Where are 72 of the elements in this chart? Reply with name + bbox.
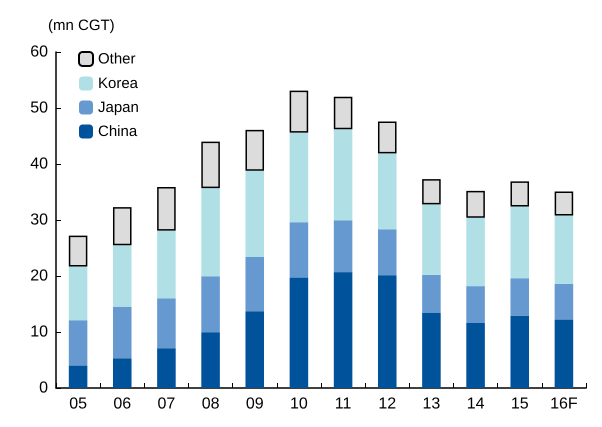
bar: [422, 312, 441, 388]
bar: [422, 179, 441, 204]
bar: [157, 230, 176, 298]
x-tick-label: 14: [466, 396, 485, 412]
bar: [157, 298, 176, 348]
bar: [378, 153, 397, 230]
bar: [510, 278, 530, 316]
legend-label: Japan: [98, 99, 139, 116]
bar: [378, 230, 397, 276]
x-tick-label: 10: [290, 396, 308, 412]
x-tick-label: 08: [202, 396, 220, 412]
legend-label: Korea: [98, 75, 139, 92]
y-tick-label: 50: [30, 100, 48, 116]
bar: [422, 204, 441, 275]
y-axis-title: (mn CGT): [48, 17, 115, 34]
y-tick-label: 40: [30, 156, 48, 172]
bar: [68, 320, 88, 366]
x-tick-label: 12: [378, 396, 396, 412]
x-tick-label: 05: [69, 396, 88, 412]
bar: [554, 320, 574, 388]
bar: [68, 236, 88, 266]
x-tick-label: 09: [246, 396, 264, 412]
x-tick-label: 16F: [550, 396, 578, 412]
bar: [466, 218, 485, 286]
bar: [68, 266, 88, 320]
legend-label: China: [98, 123, 138, 140]
bar: [510, 181, 530, 207]
bar: [112, 306, 132, 358]
bar: [290, 132, 308, 222]
bar: [554, 191, 574, 216]
bar: [334, 220, 352, 272]
bar: [201, 332, 220, 388]
bar: [290, 222, 308, 278]
bar: [378, 121, 397, 154]
y-tick-label: 60: [30, 44, 48, 60]
bar: [245, 256, 264, 312]
bar: [334, 129, 352, 221]
x-tick-label: 15: [510, 396, 529, 412]
bar: [112, 207, 132, 246]
y-tick-label: 30: [30, 212, 48, 228]
bar: [334, 96, 352, 130]
bar: [245, 130, 264, 171]
bar: [201, 142, 220, 188]
bar: [157, 186, 176, 231]
x-tick-label: 07: [158, 396, 176, 412]
bar: [201, 188, 220, 277]
bar: [334, 272, 352, 388]
bar: [378, 275, 397, 388]
x-tick-label: 13: [422, 396, 440, 412]
bar: [201, 276, 220, 333]
bar: [112, 358, 132, 388]
bar: [466, 286, 485, 324]
y-tick-label: 10: [30, 324, 48, 340]
legend-label: Other: [98, 50, 136, 68]
bar: [554, 284, 574, 320]
bar: [290, 90, 308, 133]
bar: [245, 170, 264, 257]
bar: [510, 206, 530, 278]
bar: [510, 316, 530, 388]
bar: [554, 216, 574, 284]
y-tick-label: 20: [30, 268, 48, 284]
bar: [245, 311, 264, 388]
bar: [466, 190, 485, 218]
bar: [466, 323, 485, 388]
bar: [157, 348, 176, 388]
bar: [68, 366, 88, 388]
bar: [290, 278, 308, 388]
x-tick-label: 06: [113, 396, 132, 412]
bar: [422, 274, 441, 313]
x-tick-label: 11: [334, 396, 352, 412]
y-tick-label: 0: [39, 380, 48, 396]
bar: [112, 245, 132, 307]
